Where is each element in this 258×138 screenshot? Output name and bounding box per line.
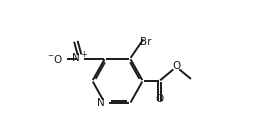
- Text: O: O: [172, 61, 180, 71]
- Text: Br: Br: [140, 37, 151, 47]
- Text: O: O: [155, 94, 164, 104]
- Text: $^{-}$O: $^{-}$O: [47, 52, 63, 64]
- Text: +: +: [80, 50, 87, 59]
- Text: N: N: [96, 98, 104, 108]
- Text: N: N: [72, 53, 80, 63]
